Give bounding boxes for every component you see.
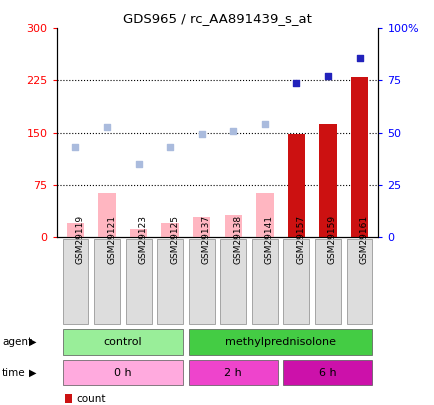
Bar [130,228,147,237]
Bar [161,223,178,237]
Text: GSM29161: GSM29161 [358,215,368,264]
Bar [283,239,309,324]
Text: ▶: ▶ [29,337,36,347]
Bar [157,239,183,324]
Point [103,124,110,130]
Bar [125,239,151,324]
Bar [188,360,277,386]
Point [198,131,205,137]
Text: control: control [103,337,142,347]
Point [355,54,362,61]
Bar [346,239,372,324]
Text: GDS965 / rc_AA891439_s_at: GDS965 / rc_AA891439_s_at [123,12,311,25]
Text: GSM29137: GSM29137 [201,215,210,264]
Point [72,143,79,150]
Bar [62,239,88,324]
Bar [283,360,372,386]
Point [324,72,331,79]
Bar [256,193,273,237]
Text: 0 h: 0 h [114,368,132,377]
Point [292,79,299,86]
Text: agent: agent [2,337,32,347]
Point [261,121,268,128]
Point [166,143,173,150]
Bar [193,217,210,237]
Text: 6 h: 6 h [319,368,336,377]
Bar [287,134,304,237]
Text: GSM29138: GSM29138 [233,215,242,264]
Bar [62,330,183,355]
Text: GSM29141: GSM29141 [264,215,273,264]
Bar [350,77,367,237]
Bar [94,239,120,324]
Text: GSM29119: GSM29119 [76,215,84,264]
Bar [67,223,84,237]
Text: time: time [2,368,26,377]
Text: count: count [76,394,106,404]
Bar [188,330,372,355]
Point [229,128,236,134]
Text: GSM29159: GSM29159 [327,215,336,264]
Bar [220,239,246,324]
Text: GSM29121: GSM29121 [107,215,116,264]
Text: GSM29157: GSM29157 [296,215,305,264]
Text: GSM29125: GSM29125 [170,215,179,264]
Bar [314,239,340,324]
Bar [224,215,241,237]
Bar [319,124,336,237]
Bar [188,239,214,324]
Text: methylprednisolone: methylprednisolone [225,337,335,347]
Text: ▶: ▶ [29,368,36,377]
Text: 2 h: 2 h [224,368,242,377]
Point [135,161,142,167]
Bar [251,239,277,324]
Bar [98,193,115,237]
Bar [62,360,183,386]
Text: GSM29123: GSM29123 [138,215,147,264]
